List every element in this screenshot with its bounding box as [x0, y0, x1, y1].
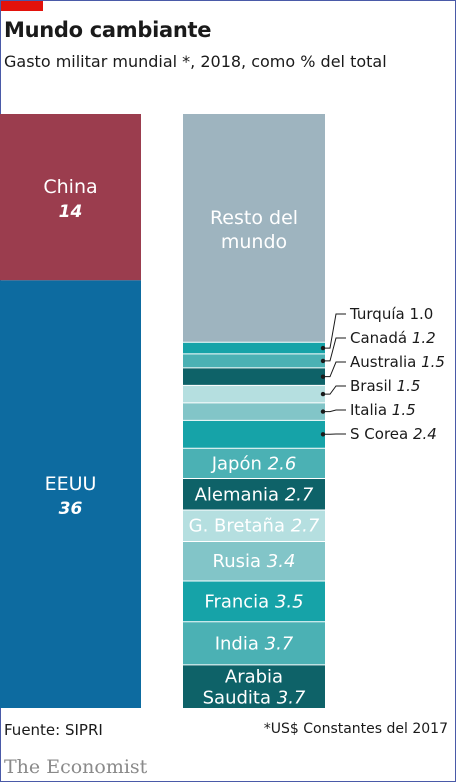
callout-value-turquia: 1.0 [409, 305, 433, 323]
value-alemania: 2.7 [285, 484, 314, 505]
label-india: India 3.7 [215, 633, 294, 654]
chart-subtitle: Gasto militar mundial *, 2018, como % de… [4, 52, 387, 71]
callout-value-brasil: 1.5 [397, 377, 421, 395]
value-china: 14 [59, 202, 83, 222]
callout-label-turquia: Turquía 1.0 [349, 305, 433, 323]
leader-line-turquia [323, 313, 346, 349]
value-japon: 2.6 [268, 453, 297, 474]
bar-s-corea [183, 420, 325, 449]
label-francia: Francia 3.5 [204, 591, 303, 612]
bar-brasil [183, 385, 325, 403]
leader-line-italia [323, 409, 346, 413]
label-resto-del-mundo-line-2: mundo [221, 231, 287, 253]
leader-line-canada [323, 337, 346, 362]
label-china: China [43, 176, 97, 198]
label-arabia-saudita-line-1: Arabia [225, 666, 283, 687]
label-resto-del-mundo-line-1: Resto del [210, 207, 298, 229]
value-rusia: 3.4 [267, 551, 296, 572]
label-arabia-saudita-line-2: Saudita 3.7 [203, 687, 306, 708]
callout-label-brasil: Brasil 1.5 [350, 377, 420, 395]
economist-logo: The Economist [4, 756, 148, 778]
callout-label-australia: Australia 1.5 [350, 353, 445, 371]
bar-canada [183, 353, 325, 368]
chart-title: Mundo cambiante [4, 18, 212, 42]
footnote: *US$ Constantes del 2017 [263, 721, 448, 737]
callout-value-italia: 1.5 [392, 401, 416, 419]
value-g-bretana: 2.7 [291, 516, 320, 537]
callout-label-s-corea: S Corea 2.4 [350, 425, 437, 443]
source-note: Fuente: SIPRI [4, 721, 103, 739]
leader-line-australia [323, 361, 346, 378]
value-india: 3.7 [265, 633, 294, 654]
leader-line-brasil [323, 385, 346, 395]
label-g-bretana: G. Bretaña 2.7 [189, 516, 320, 537]
callout-label-italia: Italia 1.5 [350, 401, 416, 419]
callout-value-australia: 1.5 [421, 353, 445, 371]
bar-eeuu [0, 280, 141, 708]
label-japon: Japón 2.6 [211, 453, 297, 474]
label-eeuu: EEUU [45, 473, 97, 495]
brand-red-tab [1, 1, 43, 11]
label-alemania: Alemania 2.7 [195, 484, 314, 505]
label-rusia: Rusia 3.4 [213, 551, 296, 572]
bar-australia [183, 367, 325, 386]
callout-label-canada: Canadá 1.2 [350, 329, 436, 347]
bar-g-bretana [183, 510, 325, 542]
bar-turquia [183, 342, 325, 354]
bar-arabia-saudita [183, 664, 325, 708]
value-arabia-saudita: 3.7 [271, 687, 306, 708]
value-eeuu: 36 [59, 499, 83, 519]
bar-resto-del-mundo [183, 114, 325, 343]
bar-francia [183, 581, 325, 622]
bar-india [183, 621, 325, 665]
callout-value-s-corea: 2.4 [413, 425, 437, 443]
bar-china [0, 114, 141, 281]
bar-alemania [183, 478, 325, 510]
bar-italia [183, 402, 325, 421]
value-francia: 3.5 [275, 591, 304, 612]
callout-value-canada: 1.2 [412, 329, 436, 347]
bar-rusia [183, 541, 325, 582]
bar-japon [183, 448, 325, 479]
